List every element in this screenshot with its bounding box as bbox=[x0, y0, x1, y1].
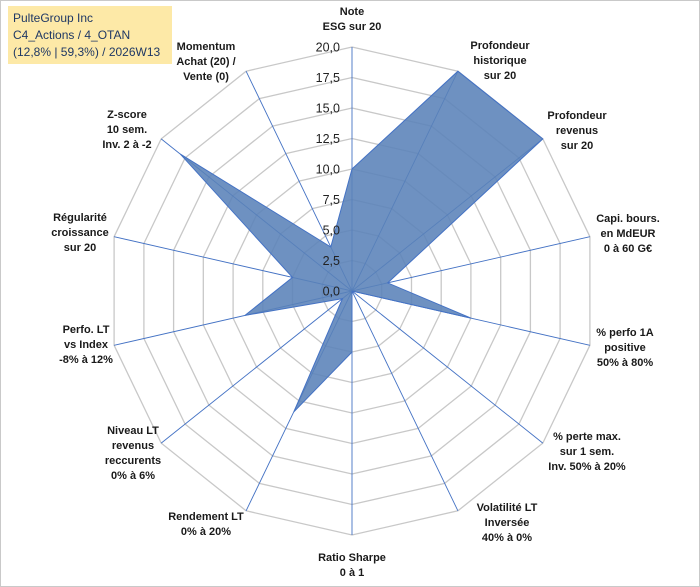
axis-label-line: en MdEUR bbox=[601, 228, 656, 240]
axis-label-line: revenus bbox=[556, 125, 598, 137]
axis-label-line: 0% à 6% bbox=[111, 470, 155, 482]
axis-label-line: Inv. 2 à -2 bbox=[102, 139, 151, 151]
axis-label: % perfo 1A positive 50% à 80% bbox=[596, 327, 654, 369]
axis-label-line: Profondeur bbox=[547, 110, 607, 122]
tick-label: 5,0 bbox=[323, 224, 340, 238]
axis-label-line: 0 à 1 bbox=[340, 567, 364, 579]
axis-label: Régularité croissance sur 20 bbox=[51, 212, 108, 254]
axis-label-line: % perfo 1A bbox=[596, 327, 654, 339]
chart-title-box: PulteGroup Inc C4_Actions / 4_OTAN (12,8… bbox=[8, 6, 172, 64]
axis-label: Ratio Sharpe 0 à 1 bbox=[318, 552, 386, 579]
axis-label-line: 40% à 0% bbox=[482, 532, 532, 544]
portfolio-path: C4_Actions / 4_OTAN bbox=[13, 28, 131, 42]
axis-label-line: 50% à 80% bbox=[597, 357, 653, 369]
tick-label: 10,0 bbox=[316, 163, 340, 177]
axis-label-line: croissance bbox=[51, 227, 108, 239]
axis-label: Niveau LT revenus reccurents 0% à 6% bbox=[105, 425, 161, 482]
axis-label: Capi. bours. en MdEUR 0 à 60 G€ bbox=[596, 213, 660, 255]
tick-label: 0,0 bbox=[323, 285, 340, 299]
axis-label-line: Niveau LT bbox=[107, 425, 159, 437]
axis-label-line: 10 sem. bbox=[107, 124, 147, 136]
tick-label: 15,0 bbox=[316, 102, 340, 116]
stats-week: (12,8% | 59,3%) / 2026W13 bbox=[13, 45, 161, 59]
tick-label: 20,0 bbox=[316, 41, 340, 55]
axis-label-line: Profondeur bbox=[470, 40, 530, 52]
axis-label-line: sur 20 bbox=[64, 242, 96, 254]
data-series-area bbox=[179, 70, 544, 413]
axis-label: Z-score 10 sem. Inv. 2 à -2 bbox=[102, 109, 151, 151]
axis-spoke bbox=[351, 236, 591, 292]
axis-label-line: historique bbox=[473, 55, 526, 67]
axis-label-line: Inv. 50% à 20% bbox=[548, 461, 626, 473]
axis-label: Volatilité LT Inversée 40% à 0% bbox=[477, 502, 538, 544]
axis-spoke bbox=[351, 290, 459, 511]
axis-label-line: Capi. bours. bbox=[596, 213, 660, 225]
axis-label-line: Régularité bbox=[53, 212, 107, 224]
axis-label-line: Inversée bbox=[485, 517, 530, 529]
axis-label: Momentum Achat (20) / Vente (0) bbox=[176, 41, 235, 83]
axis-label-line: revenus bbox=[112, 440, 154, 452]
axis-label-line: -8% à 12% bbox=[59, 354, 113, 366]
tick-label: 7,5 bbox=[323, 193, 340, 207]
axis-label-line: 0% à 20% bbox=[181, 526, 231, 538]
axis-label-line: Momentum bbox=[177, 41, 236, 53]
axis-label: Profondeur historique sur 20 bbox=[470, 40, 530, 82]
axis-label-line: sur 20 bbox=[561, 140, 593, 152]
axis-label-line: Perfo. LT bbox=[63, 324, 110, 336]
axis-label-line: ESG sur 20 bbox=[323, 21, 382, 33]
axis-label: % perte max. sur 1 sem. Inv. 50% à 20% bbox=[548, 431, 626, 473]
axis-label-line: 0 à 60 G€ bbox=[604, 243, 652, 255]
axis-label-line: Vente (0) bbox=[183, 71, 229, 83]
axis-label-line: Rendement LT bbox=[168, 511, 244, 523]
axis-label-line: Note bbox=[340, 6, 364, 18]
axis-label: Note ESG sur 20 bbox=[323, 6, 382, 33]
axis-label-line: vs Index bbox=[64, 339, 109, 351]
axis-label-line: sur 1 sem. bbox=[560, 446, 614, 458]
axis-label-line: Achat (20) / bbox=[176, 56, 235, 68]
tick-label: 12,5 bbox=[316, 132, 340, 146]
axis-label-line: Ratio Sharpe bbox=[318, 552, 386, 564]
axis-label-line: Volatilité LT bbox=[477, 502, 538, 514]
axis-label-line: positive bbox=[604, 342, 646, 354]
axis-label-line: sur 20 bbox=[484, 70, 516, 82]
axis-spoke bbox=[160, 290, 353, 444]
tick-label: 2,5 bbox=[323, 254, 340, 268]
axis-label-line: % perte max. bbox=[553, 431, 621, 443]
axis-label: Perfo. LT vs Index -8% à 12% bbox=[59, 324, 113, 366]
axis-label: Profondeur revenus sur 20 bbox=[547, 110, 607, 152]
tick-label: 17,5 bbox=[316, 71, 340, 85]
axis-label-line: Z-score bbox=[107, 109, 147, 121]
axis-label-line: reccurents bbox=[105, 455, 161, 467]
axis-spoke bbox=[351, 290, 544, 444]
axis-label: Rendement LT 0% à 20% bbox=[168, 511, 244, 538]
company-name: PulteGroup Inc bbox=[13, 11, 94, 25]
